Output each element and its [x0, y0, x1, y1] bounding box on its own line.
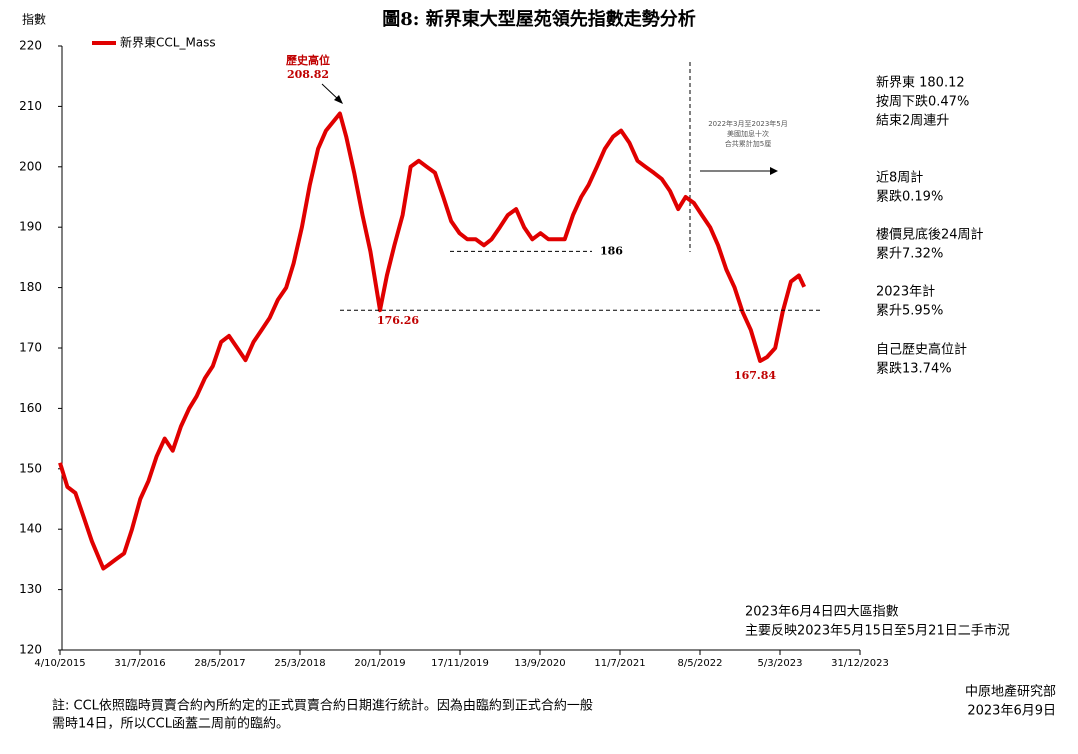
source-line: 2023年6月4日四大區指數 [745, 605, 899, 620]
side-note: 累跌0.19% [876, 189, 943, 205]
x-tick-label: 5/3/2023 [758, 658, 803, 669]
y-tick-label: 160 [19, 401, 42, 415]
data-line [58, 111, 807, 571]
y-tick-label: 180 [19, 280, 42, 294]
rate-note: 2022年3月至2023年5月 [708, 119, 788, 128]
source-line: 主要反映2023年5月15日至5月21日二手市況 [745, 623, 1010, 639]
x-tick-label: 31/12/2023 [831, 658, 889, 669]
y-tick-label: 150 [19, 461, 42, 475]
side-note: 樓價見底後24周計 [876, 227, 984, 243]
x-tick-label: 4/10/2015 [34, 658, 85, 669]
x-tick-label: 13/9/2020 [514, 658, 565, 669]
x-tick-label: 20/1/2019 [354, 658, 405, 669]
side-note: 累升7.32% [876, 247, 943, 262]
y-tick-label: 170 [19, 341, 42, 355]
x-tick-label: 11/7/2021 [594, 658, 645, 669]
chart-title: 圖8: 新界東大型屋苑領先指數走勢分析 [382, 8, 695, 30]
x-tick-label: 25/3/2018 [274, 658, 325, 669]
y-tick-label: 220 [19, 39, 42, 53]
credit: 中原地產研究部 [965, 684, 1056, 700]
side-note: 2023年計 [876, 284, 935, 300]
x-tick-label: 17/11/2019 [431, 658, 489, 669]
arrow-head [770, 167, 778, 175]
side-note: 近8周計 [876, 170, 923, 186]
side-note: 新界東 180.12 [876, 75, 965, 91]
rate-note: 美國加息十次 [727, 129, 769, 138]
annotation: 208.82 [287, 68, 329, 81]
footnote: 需時14日，所以CCL函蓋二周前的臨約。 [52, 716, 289, 732]
rate-note: 合共累計加5厘 [725, 139, 771, 148]
side-note: 結束2周連升 [876, 114, 949, 129]
y-tick-label: 120 [19, 643, 42, 657]
y-tick-label: 140 [19, 522, 42, 536]
credit: 2023年6月9日 [967, 704, 1056, 719]
side-note: 自己歷史高位計 [876, 342, 967, 358]
arrow-head [334, 95, 343, 104]
y-tick-label: 190 [19, 220, 42, 234]
y-tick-label: 130 [19, 582, 42, 596]
side-note: 按周下跌0.47% [876, 94, 969, 110]
x-tick-label: 31/7/2016 [114, 658, 165, 669]
y-tick-label: 210 [19, 99, 42, 113]
annotation: 167.84 [734, 369, 776, 382]
x-tick-label: 8/5/2022 [678, 658, 723, 669]
legend-label: 新界東CCL_Mass [120, 35, 216, 50]
y-axis-label: 指數 [22, 12, 46, 27]
side-note: 累跌13.74% [876, 361, 952, 377]
annotation: 歷史高位 [286, 53, 330, 67]
annotation: 186 [600, 244, 623, 257]
side-note: 累升5.95% [876, 304, 943, 319]
annotation: 176.26 [377, 314, 419, 327]
x-tick-label: 28/5/2017 [194, 658, 245, 669]
y-tick-label: 200 [19, 159, 42, 173]
footnote: 註: CCL依照臨時買賣合約內所約定的正式買賣合約日期進行統計。因為由臨約到正式… [52, 698, 593, 714]
